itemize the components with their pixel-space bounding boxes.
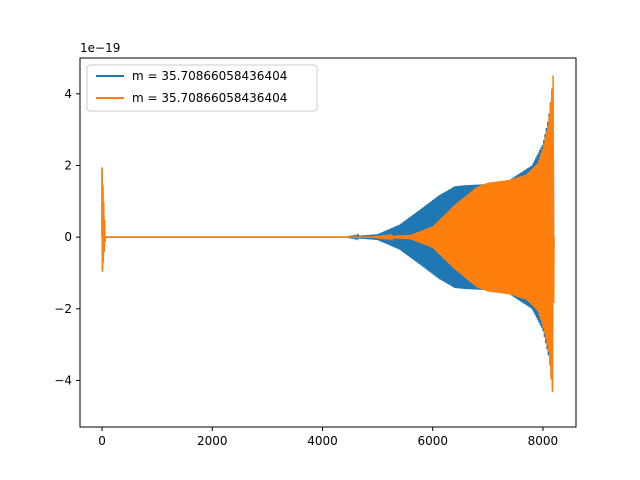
y-tick-label: 0 [64,230,72,244]
plot-area [101,75,555,393]
axes-frame [79,57,577,428]
legend-label-series-1: m = 35.70866058436404 [132,69,287,83]
x-axis: 0 2000 4000 6000 8000 [98,427,558,448]
y-tick-label: 2 [64,158,72,172]
y-tick-label: 4 [64,87,72,101]
y-axis: −4 −2 0 2 4 [54,87,80,387]
y-tick-label: −4 [54,373,72,387]
y-offset-label: 1e−19 [80,41,120,55]
legend: m = 35.70866058436404 m = 35.70866058436… [86,64,318,112]
series-line-2 [101,75,555,393]
x-tick-label: 0 [98,434,106,448]
x-tick-label: 4000 [307,434,338,448]
y-tick-label: −2 [54,302,72,316]
x-tick-label: 2000 [197,434,228,448]
legend-label-series-2: m = 35.70866058436404 [132,91,287,105]
x-tick-label: 6000 [417,434,448,448]
axes [79,57,577,428]
legend-box [86,64,318,112]
x-tick-label: 8000 [528,434,559,448]
